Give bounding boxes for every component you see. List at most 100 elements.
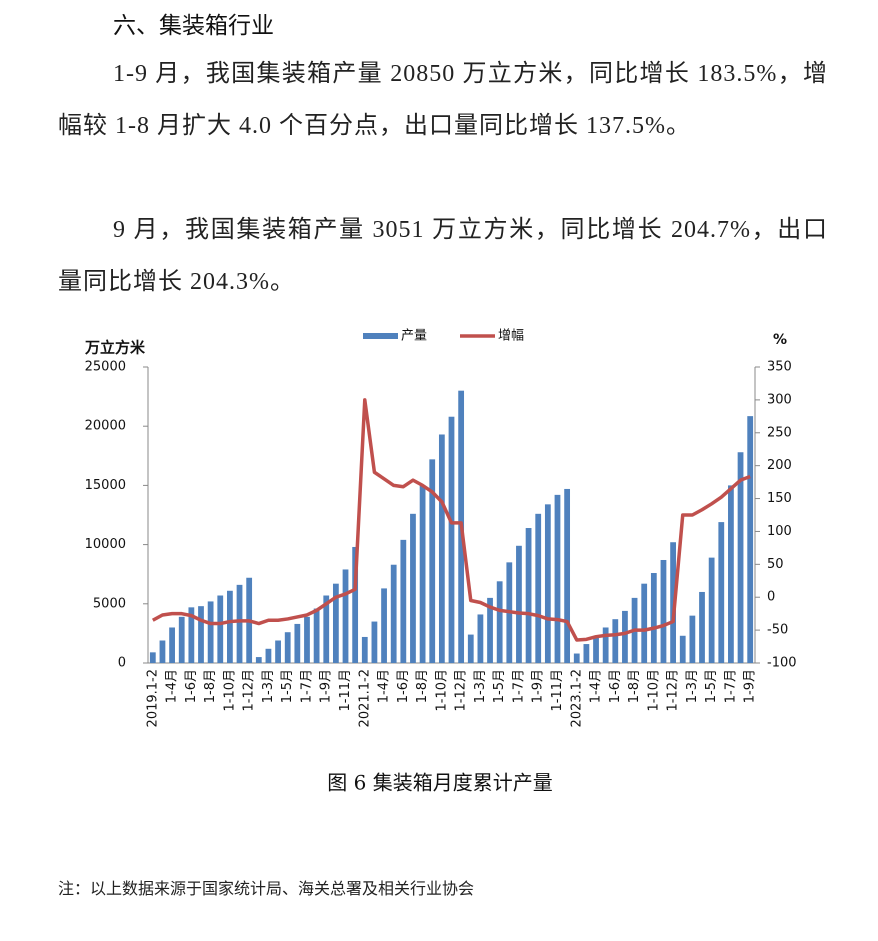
bar <box>573 653 580 663</box>
x-tick-label: 1-6月 <box>396 669 411 703</box>
bar <box>198 606 204 663</box>
bar <box>718 522 725 663</box>
bar <box>448 416 455 663</box>
y-tick-label: 0 <box>118 656 126 671</box>
bar <box>535 513 542 663</box>
bar <box>429 459 436 663</box>
x-tick-label: 1-10月 <box>646 669 661 712</box>
bar <box>169 627 175 663</box>
bar <box>313 608 320 663</box>
bar <box>207 601 214 663</box>
figure-caption: 图 6 集装箱月度累计产量 <box>327 771 552 795</box>
bar <box>477 614 484 663</box>
y-tick-label: 25000 <box>85 360 126 375</box>
bar <box>265 648 272 663</box>
x-tick-label: 1-9月 <box>319 669 334 703</box>
bar <box>400 539 407 663</box>
bar <box>188 607 195 663</box>
bar <box>544 504 551 663</box>
x-tick-label: 2019.1-2 <box>145 669 160 727</box>
x-tick-label: 2021.1-2 <box>357 669 372 727</box>
bar <box>149 652 156 663</box>
bar <box>564 488 571 663</box>
bar <box>660 559 667 663</box>
y-tick-label: 5000 <box>93 596 126 611</box>
y2-tick-label: 200 <box>767 458 792 473</box>
x-tick-label: 1-11月 <box>550 669 565 712</box>
x-tick-label: 1-3月 <box>685 669 700 703</box>
x-tick-label: 1-4月 <box>589 669 604 703</box>
y2-tick-label: 150 <box>767 491 792 506</box>
section-heading: 六、集装箱行业 <box>113 13 274 39</box>
bar <box>747 416 754 663</box>
y2-tick-label: -100 <box>767 656 797 671</box>
x-tick-label: 1-7月 <box>723 669 738 703</box>
x-tick-label: 1-12月 <box>666 669 681 712</box>
x-tick-label: 1-9月 <box>531 669 546 703</box>
bar <box>438 434 445 663</box>
y-axis-label: 万立方米 <box>84 339 146 357</box>
bar <box>728 485 734 663</box>
x-tick-label: 1-7月 <box>299 669 314 703</box>
x-tick-label: 1-8月 <box>627 669 642 703</box>
legend-label: 产量 <box>401 329 427 344</box>
x-tick-label: 1-8月 <box>203 669 218 703</box>
bar <box>467 634 474 663</box>
y2-tick-label: 250 <box>767 425 792 440</box>
x-tick-label: 1-7月 <box>511 669 526 703</box>
x-tick-label: 1-4月 <box>377 669 392 703</box>
legend-label: 增幅 <box>498 329 524 344</box>
y2-tick-label: 350 <box>767 360 792 375</box>
x-tick-label: 1-10月 <box>434 669 449 712</box>
y2-tick-label: 100 <box>767 524 792 539</box>
bar <box>159 640 166 663</box>
y-tick-label: 20000 <box>85 419 126 434</box>
x-tick-label: 1-12月 <box>454 669 469 712</box>
bar <box>410 513 416 663</box>
bar <box>641 583 648 663</box>
bar <box>323 595 330 663</box>
bar <box>294 623 301 663</box>
line <box>151 398 751 642</box>
bar <box>583 644 590 663</box>
x-tick-label: 1-4月 <box>165 669 180 703</box>
bar <box>178 616 185 663</box>
bar <box>361 636 368 663</box>
bar <box>275 640 281 663</box>
x-tick-label: 1-5月 <box>280 669 295 703</box>
bar <box>255 657 262 663</box>
y-tick-label: 10000 <box>85 537 126 552</box>
bar <box>352 546 359 663</box>
bar <box>487 597 493 663</box>
x-tick-label: 1-10月 <box>222 669 237 712</box>
paragraph: 1-9 月，我国集装箱产量 20850 万立方米，同比增长 183.5%，增幅较… <box>58 61 828 139</box>
x-tick-label: 1-3月 <box>261 669 276 703</box>
bar <box>525 528 532 663</box>
bar <box>217 595 224 663</box>
bar <box>332 583 339 663</box>
x-tick-label: 1-11月 <box>338 669 353 712</box>
bar <box>419 485 426 663</box>
x-tick-label: 1-6月 <box>184 669 199 703</box>
bar <box>650 573 657 663</box>
bar <box>593 636 599 663</box>
bar <box>390 564 397 663</box>
x-tick-label: 1-3月 <box>473 669 488 703</box>
bar <box>227 590 233 663</box>
bar <box>699 591 705 663</box>
bar <box>381 588 387 663</box>
bar <box>737 452 744 663</box>
y2-axis-label: % <box>773 332 787 348</box>
y-tick-label: 15000 <box>85 478 126 493</box>
bar <box>496 581 503 663</box>
x-tick-label: 1-8月 <box>415 669 430 703</box>
y2-tick-label: 300 <box>767 392 792 407</box>
bar <box>679 635 686 663</box>
bar <box>554 494 561 663</box>
y2-tick-label: -50 <box>767 623 788 638</box>
bar <box>622 610 628 663</box>
bar <box>284 632 291 663</box>
x-tick-label: 1-12月 <box>242 669 257 712</box>
bar <box>612 619 619 663</box>
